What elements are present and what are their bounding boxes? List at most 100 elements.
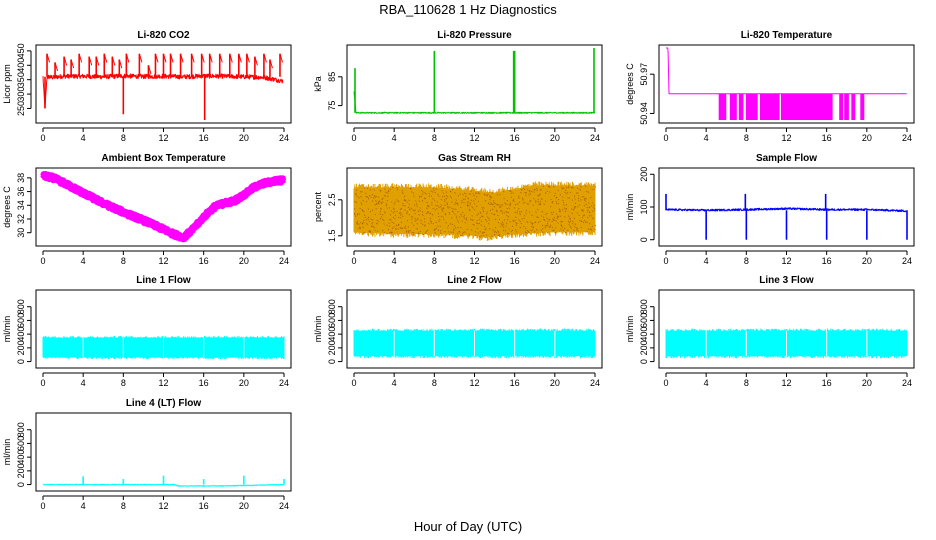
plot-area-ambient-box-temperature — [40, 171, 287, 243]
plot-area-gas-stream-rh — [353, 181, 597, 241]
x-tick-label-line-1-flow: 4 — [81, 378, 86, 388]
x-tick-label-li-820-temperature: 8 — [744, 133, 749, 143]
x-tick-label-line-1-flow: 20 — [239, 378, 249, 388]
series-gaps-line-1-flow — [82, 337, 245, 358]
y-tick-label-line-2-flow: 800 — [327, 299, 337, 314]
y-axis-label-ambient-box-temperature: degrees C — [2, 186, 12, 228]
x-tick-label-line-1-flow: 12 — [158, 378, 168, 388]
x-tick-label-li-820-temperature: 16 — [822, 133, 832, 143]
series-gaps-line-2-flow — [393, 330, 556, 357]
x-tick-label-ambient-box-temperature: 8 — [121, 256, 126, 266]
y-tick-label-gas-stream-rh: 2.5 — [327, 194, 337, 207]
y-axis-label-line-3-flow: ml/min — [625, 316, 635, 343]
x-tick-label-sample-flow: 16 — [822, 256, 832, 266]
spike-tail-li-820-co2-5 — [78, 53, 83, 63]
y-tick-label-line-3-flow: 200 — [639, 340, 649, 355]
spike-tail-li-820-co2-12 — [125, 53, 130, 63]
x-tick-label-li-820-pressure: 12 — [469, 133, 479, 143]
y-tick-label-line-2-flow: 600 — [327, 313, 337, 328]
y-tick-label-li-820-temperature: 50.94 — [639, 102, 649, 125]
series-line-li-820-co2 — [42, 73, 284, 108]
frame-line-1-flow — [35, 289, 292, 369]
spike-tail-li-820-co2-9 — [111, 56, 116, 66]
y-tick-label-line-1-flow: 200 — [16, 340, 26, 355]
panel-title-li-820-pressure: Li-820 Pressure — [437, 30, 512, 41]
x-tick-label-line-2-flow: 16 — [510, 378, 520, 388]
y-tick-label-line-1-flow: 0 — [16, 359, 26, 364]
x-tick-label-sample-flow: 4 — [704, 256, 709, 266]
spike-tail-li-820-co2-28 — [263, 53, 267, 63]
spike-tail-li-820-co2-26 — [246, 53, 250, 63]
y-tick-label-li-820-co2: 400 — [16, 58, 26, 73]
y-tick-label-ambient-box-temperature: 30 — [16, 228, 26, 238]
spike-tail-li-820-co2-4 — [70, 59, 75, 69]
panel-ambient-box-temperature: Ambient Box Temperature degrees C 0 4 8 12 16 2… — [2, 153, 292, 266]
panel-line-1-flow: Line 1 Flow ml/min 0 4 8 12 16 20 24 0 20040060080… — [2, 275, 292, 388]
x-tick-label-ambient-box-temperature: 24 — [279, 256, 289, 266]
panel-li-820-temperature: Li-820 Temperature degrees C 0 4 8 12 16 20 24 50… — [625, 30, 915, 143]
x-tick-label-line-2-flow: 12 — [469, 378, 479, 388]
x-tick-label-line-3-flow: 12 — [781, 378, 791, 388]
x-tick-label-line-1-flow: 16 — [199, 378, 209, 388]
panel-title-line-4-lt-flow: Line 4 (LT) Flow — [126, 398, 202, 409]
y-tick-label-line-4-lt-flow: 600 — [16, 436, 26, 451]
y-tick-label-li-820-temperature: 50.97 — [639, 63, 649, 86]
x-tick-label-gas-stream-rh: 0 — [351, 256, 356, 266]
series-line-li-820-temperature — [665, 47, 907, 95]
x-tick-label-li-820-pressure: 20 — [550, 133, 560, 143]
spike-tail-li-820-co2-2 — [54, 62, 59, 72]
panel-title-ambient-box-temperature: Ambient Box Temperature — [101, 153, 226, 164]
plot-area-li-820-temperature — [665, 47, 907, 120]
y-tick-label-li-820-co2: 450 — [16, 43, 26, 58]
frame-sample-flow — [658, 167, 915, 247]
x-tick-label-li-820-co2: 20 — [239, 133, 249, 143]
y-tick-label-line-1-flow: 800 — [16, 299, 26, 314]
spike-tail-li-820-co2-7 — [95, 56, 100, 66]
y-tick-label-line-1-flow: 600 — [16, 313, 26, 328]
spike-tail-li-820-co2-18 — [180, 53, 184, 63]
y-tick-label-li-820-co2: 350 — [16, 72, 26, 87]
plot-area-line-3-flow — [665, 328, 908, 359]
x-tick-label-gas-stream-rh: 20 — [550, 256, 560, 266]
y-axis-label-line-2-flow: ml/min — [313, 316, 323, 343]
frame-ambient-box-temperature — [35, 167, 292, 247]
spike-tail-li-820-co2-30 — [279, 53, 283, 63]
spike-tail-li-820-co2-15 — [154, 53, 159, 63]
x-tick-label-line-4-lt-flow: 0 — [40, 501, 45, 511]
x-tick-label-sample-flow: 24 — [902, 256, 912, 266]
y-tick-label-ambient-box-temperature: 38 — [16, 173, 26, 183]
x-tick-label-li-820-co2: 4 — [81, 133, 86, 143]
frame-li-820-co2 — [35, 44, 292, 124]
x-tick-label-line-3-flow: 20 — [862, 378, 872, 388]
y-tick-label-line-1-flow: 400 — [16, 327, 26, 342]
y-tick-label-li-820-co2: 250 — [16, 101, 26, 116]
x-tick-label-sample-flow: 20 — [862, 256, 872, 266]
panel-title-line-1-flow: Line 1 Flow — [136, 275, 191, 286]
spike-tail-li-820-co2-27 — [254, 56, 258, 66]
frame-li-820-temperature — [658, 44, 915, 124]
y-tick-label-sample-flow: 0 — [639, 237, 649, 242]
y-axis-label-li-820-co2: Licor ppm — [2, 64, 12, 104]
x-tick-label-gas-stream-rh: 4 — [392, 256, 397, 266]
x-tick-label-line-2-flow: 4 — [392, 378, 397, 388]
x-tick-label-gas-stream-rh: 16 — [510, 256, 520, 266]
panel-line-2-flow: Line 2 Flow ml/min 0 4 8 12 16 20 24 0 20040060080… — [313, 275, 603, 388]
series-line-ambient-box-temperature — [40, 171, 287, 243]
plot-area-line-4-lt-flow — [42, 475, 285, 487]
x-tick-label-li-820-temperature: 12 — [781, 133, 791, 143]
plot-area-line-2-flow — [353, 328, 596, 359]
x-tick-label-line-2-flow: 20 — [550, 378, 560, 388]
x-tick-label-li-820-pressure: 24 — [590, 133, 600, 143]
spike-tail-li-820-co2-25 — [238, 53, 242, 63]
series-points-gas-stream-rh — [353, 185, 597, 238]
spike-tail-li-820-co2-22 — [209, 53, 213, 63]
x-tick-label-line-3-flow: 16 — [822, 378, 832, 388]
x-tick-label-li-820-pressure: 16 — [510, 133, 520, 143]
x-tick-label-li-820-temperature: 24 — [902, 133, 912, 143]
spike-tail-li-820-co2-6 — [88, 56, 93, 66]
figure-title: RBA_110628 1 Hz Diagnostics — [379, 2, 557, 17]
y-axis-label-line-4-lt-flow: ml/min — [2, 439, 12, 466]
x-tick-label-li-820-pressure: 0 — [351, 133, 356, 143]
